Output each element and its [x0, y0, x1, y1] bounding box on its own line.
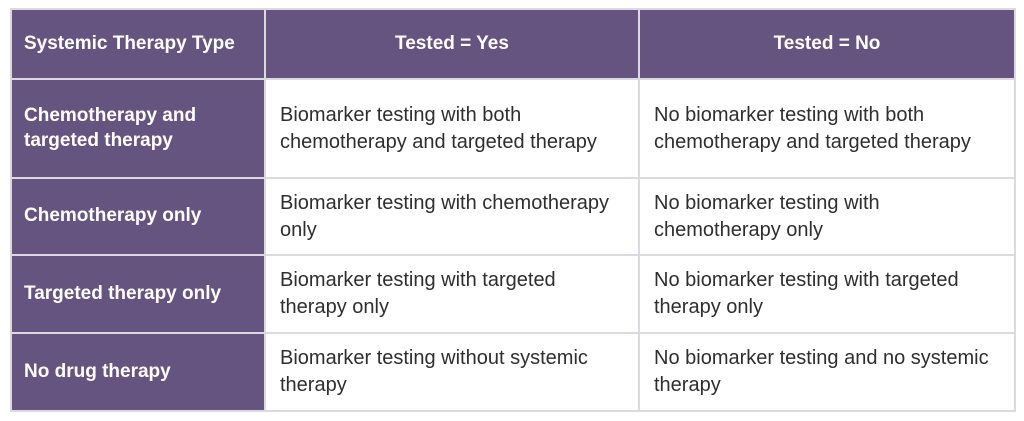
column-header-tested-no: Tested = No [638, 8, 1016, 80]
column-header-tested-yes: Tested = Yes [264, 8, 640, 80]
cell-targeted-only-tested-no: No biomarker testing with targeted thera… [638, 254, 1016, 334]
table-row: No drug therapy Biomarker testing withou… [10, 332, 1016, 412]
table-row: Targeted therapy only Biomarker testing … [10, 254, 1016, 334]
header-row: Systemic Therapy Type Tested = Yes Teste… [10, 8, 1016, 80]
row-label-chemo-and-targeted: Chemotherapy and targeted therapy [10, 78, 266, 179]
cell-targeted-only-tested-yes: Biomarker testing with targeted therapy … [264, 254, 640, 334]
cell-no-drug-therapy-tested-no: No biomarker testing and no systemic the… [638, 332, 1016, 412]
therapy-biomarker-table: Systemic Therapy Type Tested = Yes Teste… [10, 8, 1016, 412]
column-header-systemic-therapy-type: Systemic Therapy Type [10, 8, 266, 80]
table-row: Chemotherapy only Biomarker testing with… [10, 177, 1016, 256]
row-label-targeted-only: Targeted therapy only [10, 254, 266, 334]
cell-chemo-only-tested-yes: Biomarker testing with chemotherapy only [264, 177, 640, 256]
cell-no-drug-therapy-tested-yes: Biomarker testing without systemic thera… [264, 332, 640, 412]
row-label-no-drug-therapy: No drug therapy [10, 332, 266, 412]
table-row: Chemotherapy and targeted therapy Biomar… [10, 78, 1016, 179]
row-label-chemo-only: Chemotherapy only [10, 177, 266, 256]
cell-chemo-only-tested-no: No biomarker testing with chemotherapy o… [638, 177, 1016, 256]
cell-chemo-and-targeted-tested-no: No biomarker testing with both chemother… [638, 78, 1016, 179]
cell-chemo-and-targeted-tested-yes: Biomarker testing with both chemotherapy… [264, 78, 640, 179]
